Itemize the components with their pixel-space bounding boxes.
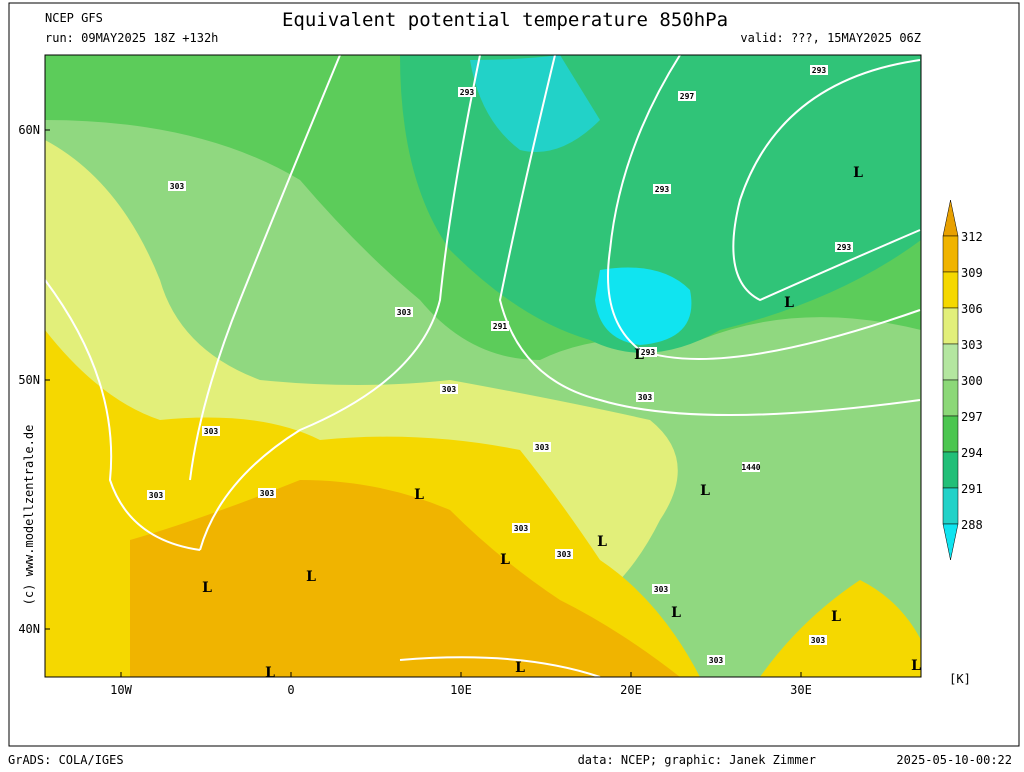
lon-label: 30E [790,683,812,697]
contour-label: 293 [460,88,475,97]
contour-label: 303 [535,443,550,452]
colorbar-segment [942,379,959,417]
colorbar-segment [942,415,959,453]
colorbar-segment [942,271,959,309]
lon-label: 10E [450,683,472,697]
contour-label-bg [168,181,186,191]
colorbar-label: 306 [961,302,983,316]
low-pressure-label: L [500,552,510,568]
contour-label-bg [809,635,827,645]
low-pressure-label: L [784,295,794,311]
timestamp: 2025-05-10-00:22 [896,753,1012,767]
contour-label-bg [202,426,220,436]
low-pressure-label: L [853,165,863,181]
contour-label-bg [258,488,276,498]
valid-time: valid: ???, 15MAY2025 06Z [740,31,921,45]
contour-label: 291 [493,322,508,331]
isotherms [44,54,921,678]
colorbar-label: 312 [961,230,983,244]
contour-label-bg [440,384,458,394]
frame [8,2,1020,747]
contour-label-bg [395,307,413,317]
run-time: run: 09MAY2025 18Z +132h [45,31,218,45]
lon-label: 10W [110,683,132,697]
colorbar-label: 294 [961,446,983,460]
contour-label: 303 [204,427,219,436]
low-pressure-label: L [634,347,644,363]
contour-label: 303 [170,182,185,191]
contour-label: 303 [638,393,653,402]
contour-label-bg [678,91,696,101]
contour-label-bg [636,392,654,402]
software: GrADS: COLA/IGES [8,753,124,767]
colorbar-cap [942,199,959,237]
contour-label-bg [512,523,530,533]
contour-label: 303 [557,550,572,559]
colorbar-segment [942,307,959,345]
colorbar-cap [942,523,959,561]
contour-label-bg [835,242,853,252]
lon-label: 0 [287,683,294,697]
field [45,55,921,677]
contour-label-bg [653,184,671,194]
low-pressure-label: L [911,658,921,674]
colorbar-label: 288 [961,518,983,532]
contour-label-bg [639,347,657,357]
colorbar-label: 303 [961,338,983,352]
low-pressure-label: L [306,569,316,585]
contour-label: 293 [837,243,852,252]
credit: (c) www.modellzentrale.de [22,425,36,606]
contour-label: 303 [654,585,669,594]
low-pressure-label: L [515,660,525,676]
colorbar-segment [942,451,959,489]
contour-label-bg [533,442,551,452]
contour-label: 1440 [741,463,760,472]
contour-label-bg [491,321,509,331]
contour-label: 303 [149,491,164,500]
colorbar-unit: [K] [949,672,971,686]
contour-label-bg [652,584,670,594]
contour-label-bg [707,655,725,665]
colorbar-segment [942,235,959,273]
colorbar-label: 297 [961,410,983,424]
lat-label: 40N [18,622,40,636]
lon-label: 20E [620,683,642,697]
contour-label: 303 [260,489,275,498]
contour-label-bg [742,462,760,472]
contour-label: 297 [680,92,695,101]
contour-label: 303 [811,636,826,645]
low-pressure-label: L [700,483,710,499]
source: data: NCEP; graphic: Janek Zimmer [578,753,816,767]
lat-label: 50N [18,373,40,387]
colorbar-label: 291 [961,482,983,496]
contour-label: 293 [655,185,670,194]
contour-label: 293 [812,66,827,75]
contour-label-bg [147,490,165,500]
contour-label-bg [458,87,476,97]
low-pressure-label: L [414,487,424,503]
colorbar-label: 300 [961,374,983,388]
low-pressure-label: L [597,534,607,550]
contour-label: 303 [709,656,724,665]
lat-label: 60N [18,123,40,137]
colorbar-segment [942,343,959,381]
contour-label-bg [810,65,828,75]
colorbar-label: 309 [961,266,983,280]
low-pressure-label: L [202,580,212,596]
low-pressure-label: L [265,665,275,681]
contour-label-bg [555,549,573,559]
contour-label: 293 [641,348,656,357]
model: NCEP GFS [45,11,103,25]
contour-label: 303 [397,308,412,317]
map-border [44,54,922,678]
low-pressure-label: L [671,605,681,621]
contour-label: 303 [442,385,457,394]
title: Equivalent potential temperature 850hPa [282,9,728,31]
low-pressure-label: L [831,609,841,625]
colorbar-segment [942,487,959,525]
contour-label: 303 [514,524,529,533]
